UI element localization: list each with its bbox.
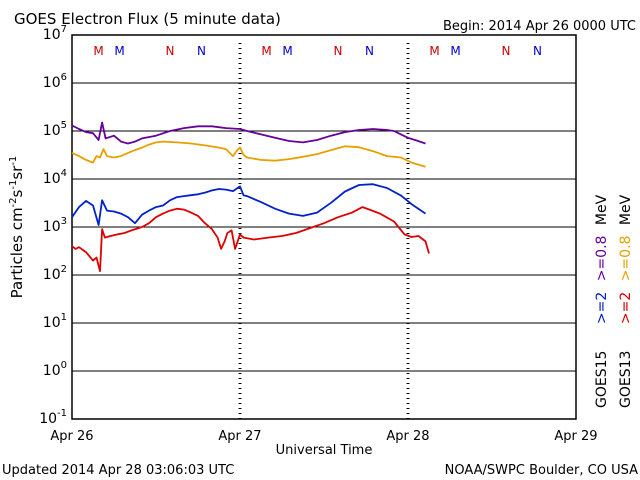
y-tick-label: 102: [43, 264, 67, 283]
x-tick-labels: Apr 26 Apr 27 Apr 28 Apr 29: [50, 429, 597, 444]
x-axis-label: Universal Time: [276, 443, 373, 458]
credit: NOAA/SWPC Boulder, CO USA: [445, 463, 638, 478]
day-boundary-ticks: [238, 43, 410, 419]
series-line-g13_2: [71, 206, 430, 273]
x-tick-label: Apr 27: [218, 429, 261, 444]
y-tick-label: 104: [43, 168, 67, 187]
legend-goes15: GOES15 >=2 >=0.8 MeV: [594, 194, 610, 408]
y-axis-label: Particles cm-2s-1sr-1: [8, 156, 26, 299]
local-time-marker: N: [365, 44, 374, 58]
y-tick-label: 105: [43, 120, 67, 139]
series-lines: [71, 121, 430, 273]
y-tick-label: 106: [43, 72, 67, 91]
series-line-g15_08: [71, 121, 426, 145]
local-time-marker: M: [450, 44, 460, 58]
local-time-marker: M: [93, 44, 103, 58]
y-tick-label: 100: [43, 360, 67, 379]
y-tick-label: 101: [43, 312, 67, 331]
local-time-marker: M: [429, 44, 439, 58]
y-tick-label: 103: [43, 216, 67, 235]
x-tick-label: Apr 28: [386, 429, 429, 444]
begin-time: Begin: 2014 Apr 26 0000 UTC: [443, 19, 636, 34]
updated-time: Updated 2014 Apr 28 03:06:03 UTC: [2, 463, 234, 478]
local-time-marker: N: [197, 44, 206, 58]
legend-goes13: GOES13 >=2 >=0.8 MeV: [618, 194, 634, 408]
series-line-g13_08: [71, 140, 426, 168]
local-time-marker: N: [166, 44, 175, 58]
legend: GOES13 >=2 >=0.8 MeV GOES15 >=2 >=0.8 Me…: [594, 194, 634, 408]
local-time-marker: N: [502, 44, 511, 58]
y-tick-labels: 107 106 105 104 103 102 101 100 10-1: [39, 24, 67, 427]
local-time-marker: M: [114, 44, 124, 58]
y-tick-label: 10-1: [39, 408, 67, 427]
local-time-marker: M: [261, 44, 271, 58]
legend-goes13-2mev: >=2: [618, 292, 634, 324]
legend-goes15-08mev: >=0.8: [594, 236, 610, 282]
local-time-marker: M: [282, 44, 292, 58]
x-tick-label: Apr 29: [554, 429, 597, 444]
legend-goes15-2mev: >=2: [594, 292, 610, 324]
y-tick-label: 107: [43, 24, 67, 43]
series-line-g15_2: [71, 183, 427, 226]
x-tick-label: Apr 26: [50, 429, 93, 444]
local-time-marker: N: [533, 44, 542, 58]
local-time-marker: N: [334, 44, 343, 58]
legend-goes13-08mev: >=0.8: [618, 236, 634, 282]
chart-title: GOES Electron Flux (5 minute data): [14, 10, 281, 28]
